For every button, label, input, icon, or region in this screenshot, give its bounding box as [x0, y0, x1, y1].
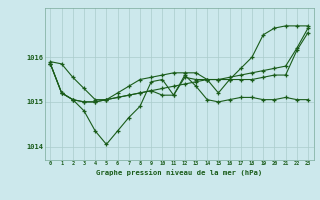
X-axis label: Graphe pression niveau de la mer (hPa): Graphe pression niveau de la mer (hPa) [96, 169, 262, 176]
